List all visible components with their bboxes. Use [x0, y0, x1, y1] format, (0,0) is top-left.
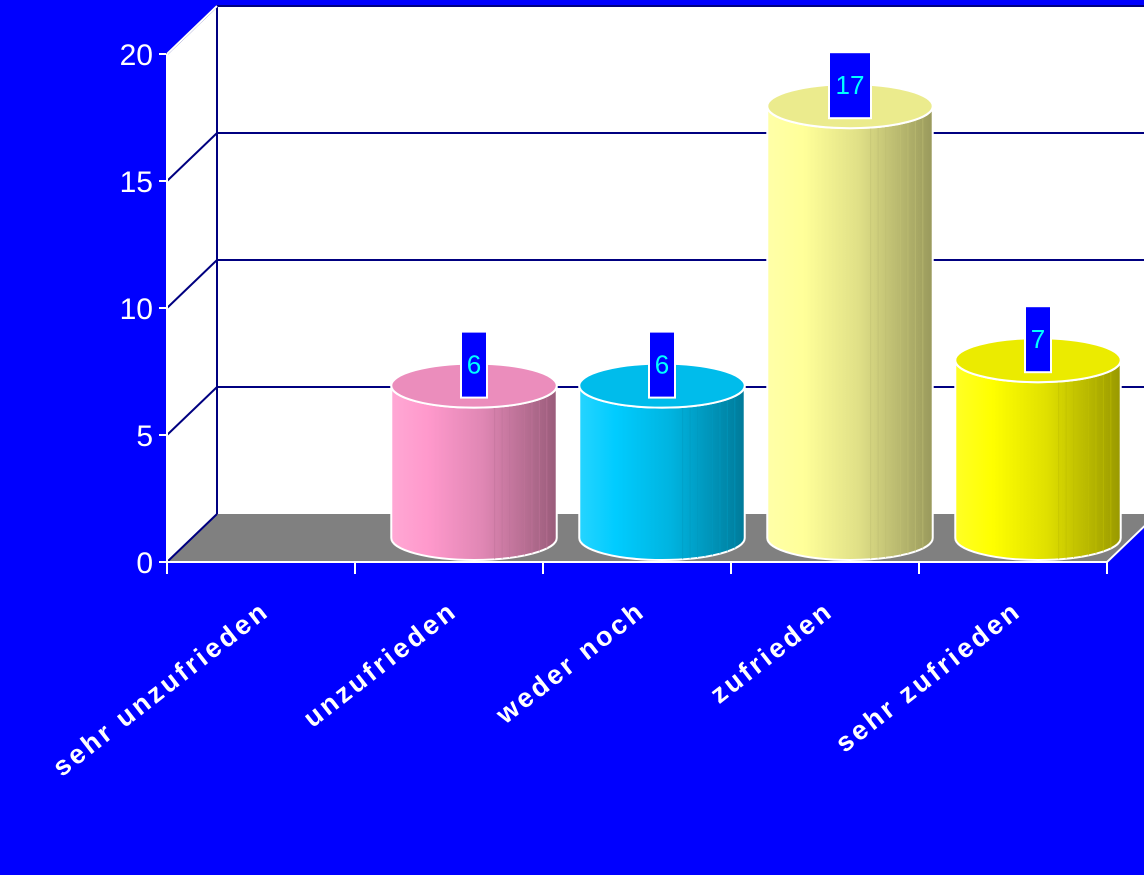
data-label-box [460, 330, 488, 399]
y-axis-top-edge [166, 5, 218, 55]
y-tick-label: 15 [120, 166, 153, 199]
y-tick-label: 5 [136, 420, 153, 453]
data-label-box [648, 330, 676, 399]
data-label: 6 [655, 350, 669, 380]
data-labels: 6 6 17 7 [460, 51, 1052, 399]
y-tick-label: 20 [120, 39, 153, 72]
y-tick-label: 10 [120, 293, 153, 326]
bar [954, 337, 1122, 561]
y-tick-label: 0 [136, 547, 153, 580]
x-axis-end-edge [1106, 525, 1144, 563]
data-label-box [1024, 305, 1052, 374]
data-label: 17 [836, 70, 865, 100]
y-axis-ticks: 0 5 10 15 20 [120, 39, 153, 580]
axes [159, 5, 1144, 574]
bar [578, 362, 746, 561]
bars [390, 83, 1122, 561]
data-label-box [828, 51, 872, 120]
data-label: 7 [1031, 324, 1045, 354]
data-label: 6 [467, 350, 481, 380]
floor-edge [166, 513, 218, 563]
bar [766, 83, 934, 561]
